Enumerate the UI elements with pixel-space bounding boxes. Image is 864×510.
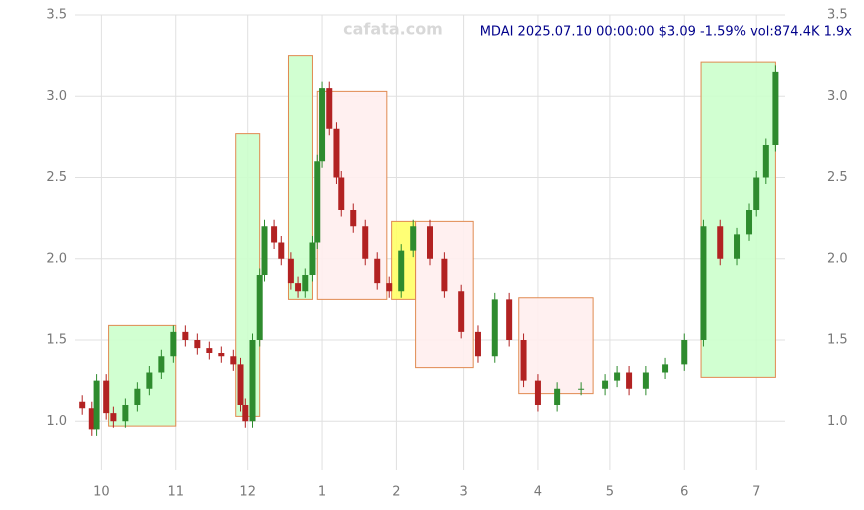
candle-body [237, 364, 244, 405]
candle-body [309, 242, 316, 275]
candle-body [110, 413, 117, 422]
candle-body [206, 348, 213, 353]
candle-body [242, 405, 249, 422]
candle-body [681, 340, 688, 365]
candle-body [734, 234, 741, 259]
candle-body [491, 299, 498, 357]
candle-body [762, 145, 769, 178]
x-tick-label: 4 [534, 485, 542, 500]
candle-body [146, 372, 153, 389]
candle-body [626, 372, 633, 389]
candle-body [554, 388, 561, 405]
candle-body [362, 226, 369, 259]
y-tick-label: 1.5 [46, 333, 67, 348]
candle-body [578, 388, 585, 390]
candle-body [441, 258, 448, 292]
candle-body [326, 88, 333, 129]
candle-body [772, 71, 779, 145]
y-tick-label: 1.0 [46, 414, 67, 429]
y-tick-label: 2.5 [46, 170, 67, 185]
range-box [287, 55, 313, 300]
candle-body [746, 210, 753, 235]
x-tick-label: 2 [392, 485, 400, 500]
candle-body [271, 226, 278, 243]
candle-body [103, 380, 110, 414]
y-tick-label-right: 1.5 [827, 333, 848, 348]
candle-body [410, 226, 417, 251]
candle-body [278, 242, 285, 259]
x-tick-label: 6 [680, 485, 688, 500]
watermark: cafata.com [343, 20, 443, 39]
x-tick-label: 5 [606, 485, 614, 500]
candle-body [427, 226, 433, 259]
candle-body [88, 408, 95, 430]
candle-body [350, 210, 357, 227]
candle-body [753, 177, 760, 210]
candle-body [662, 364, 669, 373]
candle-body [314, 161, 321, 243]
candle-body [474, 331, 481, 357]
candle-body [79, 401, 86, 409]
candle-body [182, 331, 189, 340]
candle-body [398, 250, 405, 292]
y-tick-label-right: 1.0 [827, 414, 848, 429]
y-tick-label: 3.0 [46, 89, 67, 104]
chart-title: MDAI 2025.07.10 00:00:00 $3.09 -1.59% vo… [480, 25, 853, 40]
range-box [700, 61, 776, 378]
candle-body [338, 177, 345, 210]
candle-body [158, 356, 165, 373]
candle-body [194, 340, 201, 349]
candle-body [717, 226, 724, 259]
candle-body [614, 372, 621, 381]
y-tick-label: 2.0 [46, 251, 67, 266]
candle-body [602, 380, 609, 389]
y-tick-label-right: 3.5 [827, 8, 848, 23]
candle-body [218, 353, 225, 357]
candle-body [302, 275, 309, 292]
x-tick-label: 7 [752, 485, 760, 500]
candle-body [295, 283, 302, 292]
candle-body [458, 291, 465, 332]
candle-body [520, 340, 527, 381]
y-tick-label-right: 2.5 [827, 170, 848, 185]
range-box [108, 324, 177, 427]
candle-body [261, 226, 268, 275]
candle-body [287, 258, 294, 284]
candle-body [534, 380, 541, 405]
candle-body [700, 226, 707, 340]
candle-body [506, 299, 513, 340]
candle-body [319, 88, 326, 162]
y-tick-label-right: 2.0 [827, 251, 848, 266]
candle-body [642, 372, 649, 389]
plot: 1.0 1.01.5 1.52.0 2.02.5 2.53.0 3.03.5 3.510 11… [46, 8, 847, 500]
y-tick-label-right: 3.0 [827, 89, 848, 104]
x-tick-label: 12 [239, 485, 256, 500]
candle-body [249, 340, 256, 422]
x-tick-label: 11 [167, 485, 184, 500]
x-tick-label: 1 [318, 485, 326, 500]
candle-body [134, 388, 141, 405]
candle-body [170, 331, 177, 357]
candle-body [374, 258, 381, 284]
candle-body [230, 356, 237, 365]
x-tick-label: 3 [459, 485, 467, 500]
range-box [518, 297, 594, 395]
candle-body [93, 380, 100, 430]
candle-body [333, 128, 340, 178]
y-tick-label: 3.5 [46, 8, 67, 23]
x-tick-label: 10 [93, 485, 110, 500]
candle-body [386, 283, 393, 292]
candle-body [256, 275, 263, 340]
candle-body [122, 405, 129, 422]
